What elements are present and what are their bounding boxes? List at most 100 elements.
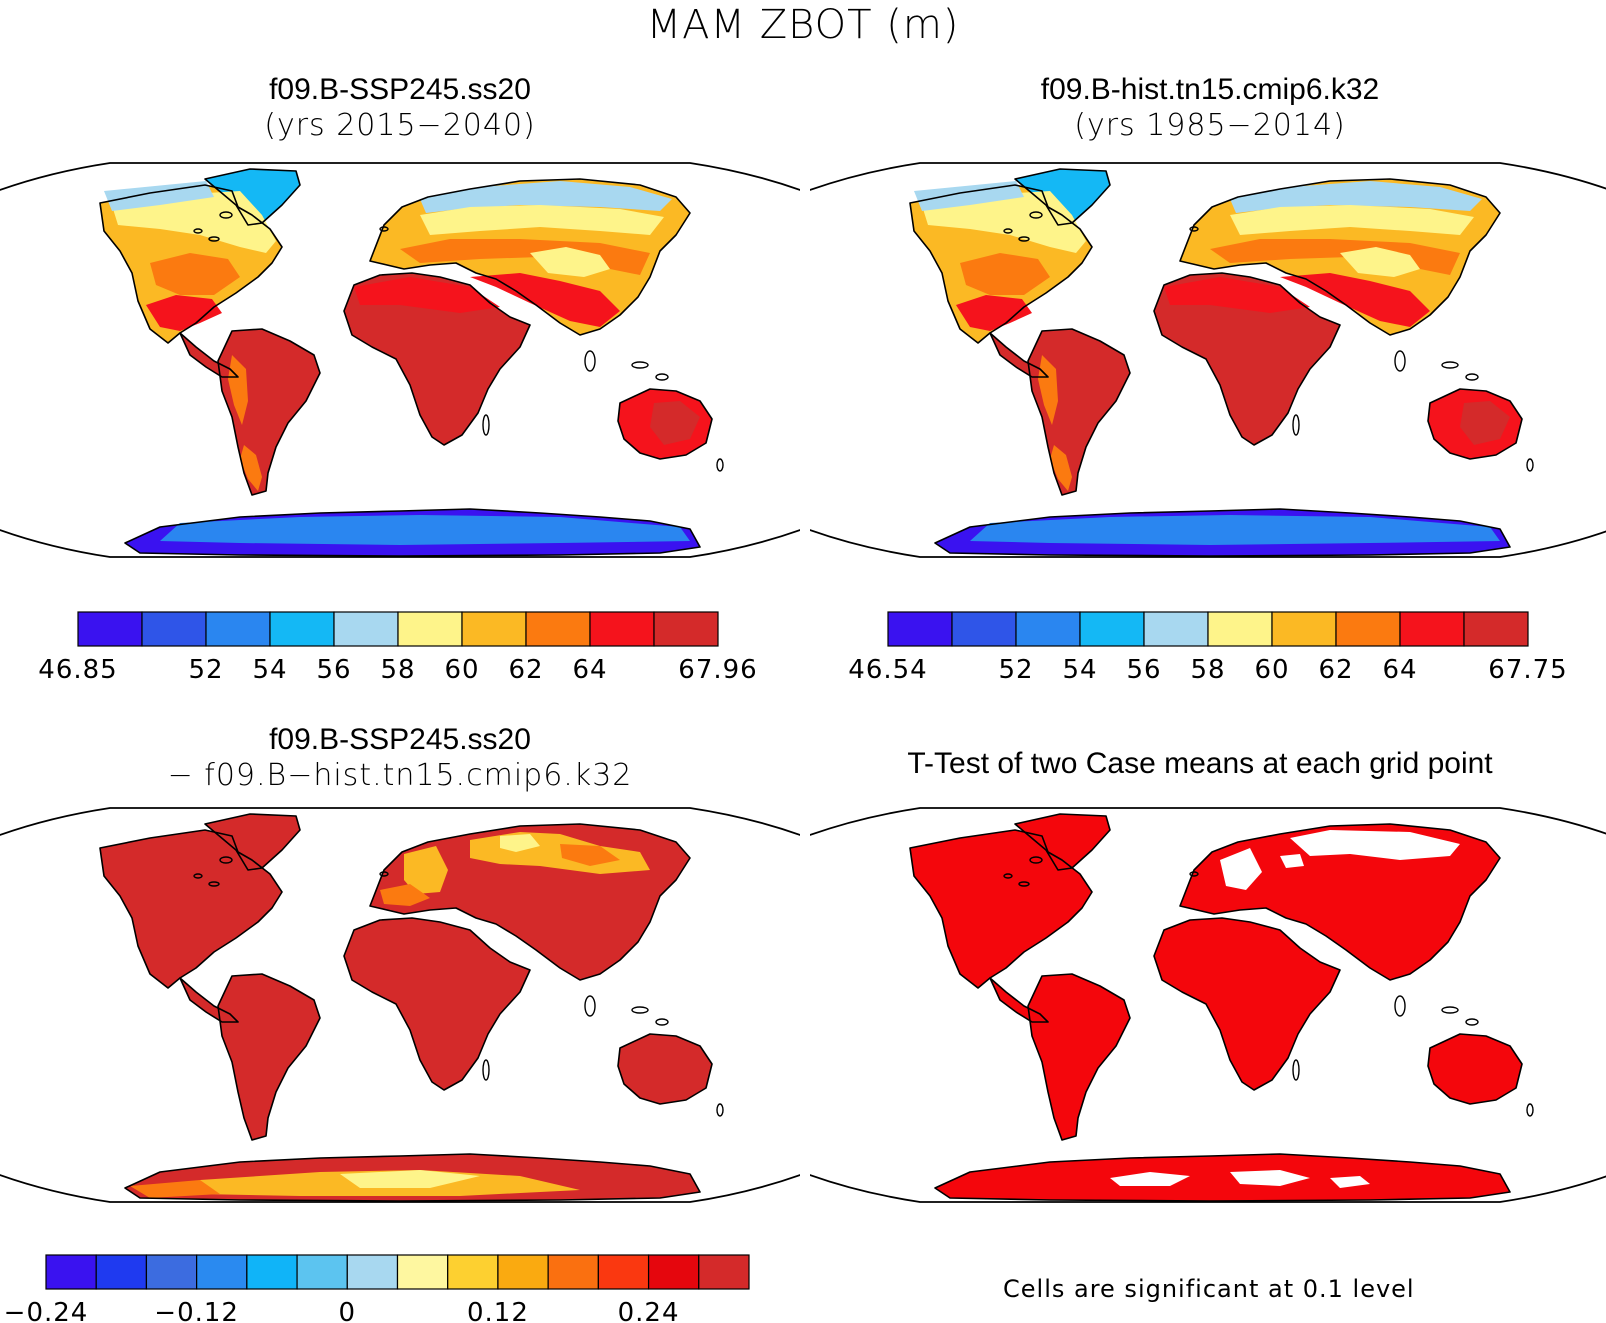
panel-diff-title-block: f09.B-SSP245.ss20 − f09.B−hist.tn15.cmip…	[60, 722, 740, 794]
colorbar-swatch-9	[653, 611, 719, 647]
coast-namerica	[909, 184, 1093, 344]
island-7	[1526, 1103, 1534, 1117]
panel-case-subtitle: (yrs 2015−2040)	[264, 108, 536, 143]
coast-namerica	[99, 829, 283, 989]
band-aus-north	[1460, 401, 1510, 445]
coast-eurasia	[369, 823, 691, 981]
band-eu-arctic	[1230, 181, 1482, 213]
ttest-nonsig-antarctic-3	[1330, 1176, 1370, 1188]
band-na-south	[146, 295, 222, 331]
colorbar-label-2: 52	[188, 655, 223, 685]
island-0	[219, 211, 233, 219]
island-4	[1465, 373, 1479, 381]
coast-antarctica	[934, 1153, 1511, 1202]
colorbar-swatch-3	[196, 1254, 248, 1290]
island-6	[482, 1059, 490, 1081]
map-frame	[0, 162, 800, 558]
panel-case-title: f09.B-SSP245.ss20	[269, 73, 531, 106]
colorbar-swatch-0	[77, 611, 143, 647]
band-na-north	[920, 191, 1086, 253]
colorbar-label-5: 58	[380, 655, 415, 685]
band-na-mid	[960, 253, 1050, 295]
coast-greenland	[1014, 168, 1111, 226]
band-na-north	[110, 191, 276, 253]
island-0	[219, 856, 233, 864]
band-antarctic-coast	[160, 515, 690, 545]
ttest-nonsig-ural	[1280, 854, 1304, 868]
island-1	[193, 228, 203, 234]
coast-samerica	[217, 328, 321, 496]
coast-namerica	[99, 184, 283, 344]
coast-antarctica	[124, 508, 701, 557]
colorbar-label-8: 64	[1382, 655, 1417, 685]
panel-diff-subtitle: − f09.B−hist.tn15.cmip6.k32	[167, 758, 633, 793]
land-africa	[1154, 273, 1340, 445]
band-na-south	[956, 295, 1032, 331]
colorbar-swatch-2	[1015, 611, 1081, 647]
colorbar-label-3: 54	[252, 655, 287, 685]
colorbar-label-9: 0.12	[467, 1298, 529, 1323]
colorbar-swatch-5	[296, 1254, 348, 1290]
colorbar-control: 46.54 52 54 56 58 60 62 64 67.75	[848, 611, 1567, 685]
colorbar-swatch-7	[396, 1254, 449, 1290]
colorbar-swatch-4	[246, 1254, 298, 1290]
colorbar-label-4: 56	[316, 655, 351, 685]
colorbar-label-12: 0.24	[618, 1298, 680, 1323]
island-5	[584, 350, 596, 372]
map-land-group	[909, 813, 1534, 1202]
colorbar-swatch-4	[333, 611, 399, 647]
coast-camerica	[989, 977, 1049, 1023]
panel-control-subtitle: (yrs 1985−2014)	[1074, 108, 1346, 143]
island-8	[1189, 226, 1199, 232]
island-5	[584, 995, 596, 1017]
coast-antarctica	[934, 508, 1511, 557]
land-australia	[618, 1034, 712, 1104]
colorbar-swatch-8	[447, 1254, 499, 1290]
coast-eurasia	[369, 178, 691, 336]
band-sahara	[1164, 277, 1310, 313]
diff-europe-west	[380, 884, 430, 906]
colorbar-swatch-0	[45, 1254, 97, 1290]
island-7	[716, 458, 724, 472]
land-namerica	[910, 830, 1092, 988]
ttest-nonsig-antarctic-1	[1110, 1172, 1190, 1186]
figure-title: MAM ZBOT (m)	[646, 2, 960, 48]
colorbar-label-6: 60	[444, 655, 479, 685]
island-6	[1292, 1059, 1300, 1081]
colorbar-label-3: −0.12	[154, 1298, 239, 1323]
colorbar-label-3: 54	[1062, 655, 1097, 685]
coast-australia	[617, 1033, 713, 1105]
colorbar-swatch-10	[547, 1254, 599, 1290]
coast-africa	[1153, 917, 1341, 1091]
colorbar-swatch-7	[1335, 611, 1401, 647]
coast-africa	[343, 917, 531, 1091]
island-2	[1018, 236, 1030, 242]
coast-australia	[1427, 1033, 1523, 1105]
island-4	[1465, 1018, 1479, 1026]
colorbar-swatch-6	[1271, 611, 1337, 647]
colorbar-label-6: 0	[339, 1298, 357, 1323]
island-8	[1189, 871, 1199, 877]
colorbar-label-10: 67.96	[678, 655, 757, 685]
coast-greenland	[204, 813, 301, 871]
colorbar-swatch-8	[589, 611, 655, 647]
coast-samerica	[217, 973, 321, 1141]
island-0	[1029, 211, 1043, 219]
colorbar-label-6: 60	[1254, 655, 1289, 685]
island-5	[1394, 350, 1406, 372]
map-land-group	[99, 168, 724, 557]
panel-control-title-block: f09.B-hist.tn15.cmip6.k32 (yrs 1985−2014…	[870, 72, 1550, 144]
colorbar-swatch-5	[397, 611, 463, 647]
land-eurasia	[1180, 824, 1500, 980]
colorbar-label-0: −0.24	[4, 1298, 89, 1323]
band-na-arctic	[104, 181, 214, 211]
island-3	[1441, 1006, 1459, 1014]
colorbar-swatch-7	[525, 611, 591, 647]
band-na-mid	[150, 253, 240, 295]
island-1	[1003, 873, 1013, 879]
map-ttest-panel	[810, 807, 1606, 1203]
colorbar-swatch-2	[145, 1254, 198, 1290]
island-3	[631, 361, 649, 369]
band-aus-north	[650, 401, 700, 445]
coast-greenland	[1014, 813, 1111, 871]
